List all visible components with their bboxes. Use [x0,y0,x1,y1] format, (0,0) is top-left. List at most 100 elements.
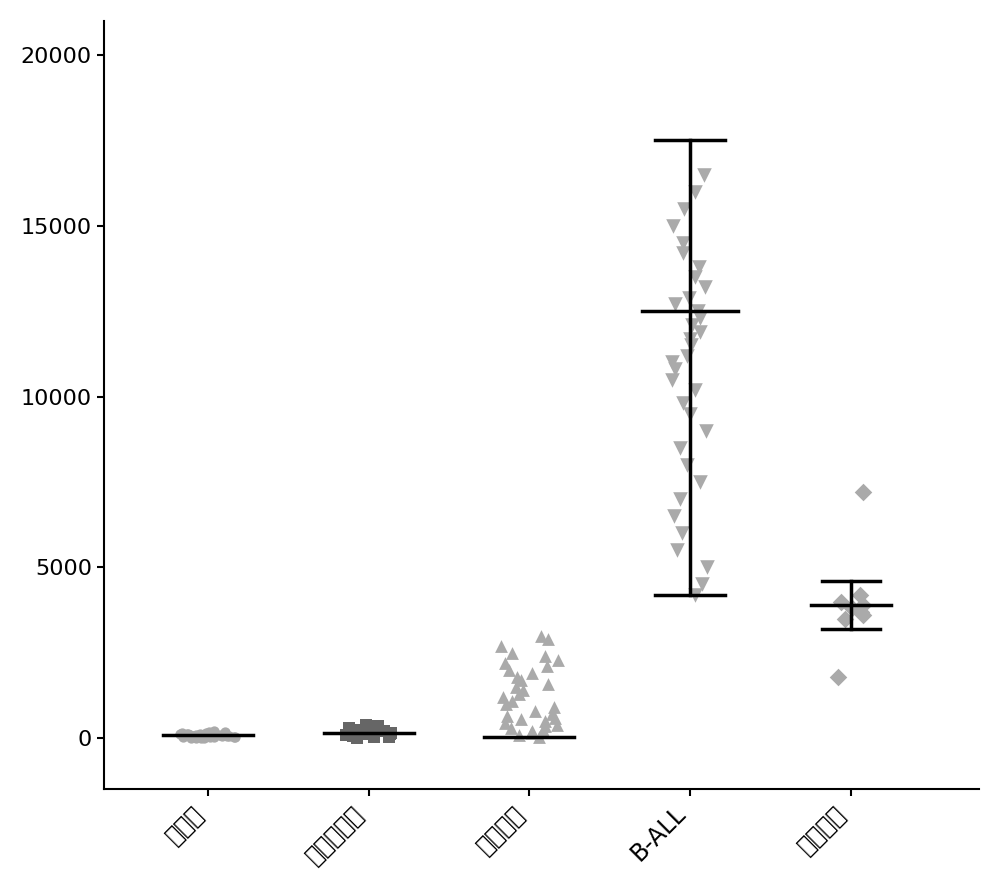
Point [535,723,551,737]
Point [537,649,553,663]
Point [549,717,565,732]
Point [523,726,539,741]
Point [672,441,688,455]
Point [550,653,566,667]
Point [665,219,681,233]
Point [511,728,527,742]
Point [340,728,356,742]
Point [214,729,230,743]
Point [227,730,243,744]
Point [698,424,714,438]
Point [180,728,196,742]
Point [692,324,708,339]
Point [853,605,869,619]
Point [206,728,222,742]
Point [692,311,708,325]
Point [513,673,529,687]
Point [682,406,698,420]
Point [345,729,361,743]
Point [182,728,198,742]
Point [855,485,871,500]
Point [539,660,555,674]
Point [172,727,188,741]
Point [383,726,399,741]
Point [183,731,199,745]
Point [687,588,703,602]
Point [351,723,367,737]
Point [493,639,509,653]
Point [201,725,217,739]
Point [675,236,691,250]
Point [206,725,222,739]
Point [495,690,511,704]
Point [206,730,222,744]
Point [679,348,695,363]
Point [837,612,853,626]
Point [844,601,860,615]
Point [504,693,520,708]
Point [697,280,713,294]
Point [676,202,692,216]
Point [687,382,703,396]
Point [667,362,683,376]
Point [830,669,846,684]
Point [501,663,517,677]
Point [498,697,514,711]
Point [674,526,690,541]
Point [504,645,520,660]
Point [207,727,223,741]
Point [497,656,513,670]
Point [524,725,540,739]
Point [852,588,868,602]
Point [855,608,871,622]
Point [699,560,715,574]
Point [691,260,707,274]
Point [546,701,562,715]
Point [188,728,204,742]
Point [192,726,208,741]
Point [219,729,235,743]
Point [349,731,365,745]
Point [382,727,398,741]
Point [664,372,680,387]
Point [692,475,708,489]
Point [202,730,218,744]
Point [381,729,397,743]
Point [540,632,556,646]
Point [338,728,354,742]
Point [537,719,553,733]
Point [184,729,200,743]
Point [515,684,531,698]
Point [687,185,703,199]
Point [509,669,525,684]
Point [690,304,706,318]
Point [669,543,685,557]
Point [672,492,688,506]
Point [226,730,242,744]
Point [855,598,871,613]
Point [675,246,691,260]
Point [366,730,382,744]
Point [537,714,553,728]
Point [497,716,513,730]
Point [544,707,560,721]
Point [684,317,700,332]
Point [503,721,519,735]
Point [193,731,209,745]
Point [527,704,543,718]
Point [531,729,547,743]
Point [343,725,359,739]
Point [664,356,680,370]
Point [540,677,556,691]
Point [681,291,697,305]
Point [513,712,529,726]
Point [217,725,233,740]
Point [189,730,205,744]
Point [533,629,549,643]
Point [682,332,698,346]
Point [370,719,386,733]
Point [547,710,563,725]
Point [174,725,190,740]
Point [175,729,191,743]
Point [499,709,515,723]
